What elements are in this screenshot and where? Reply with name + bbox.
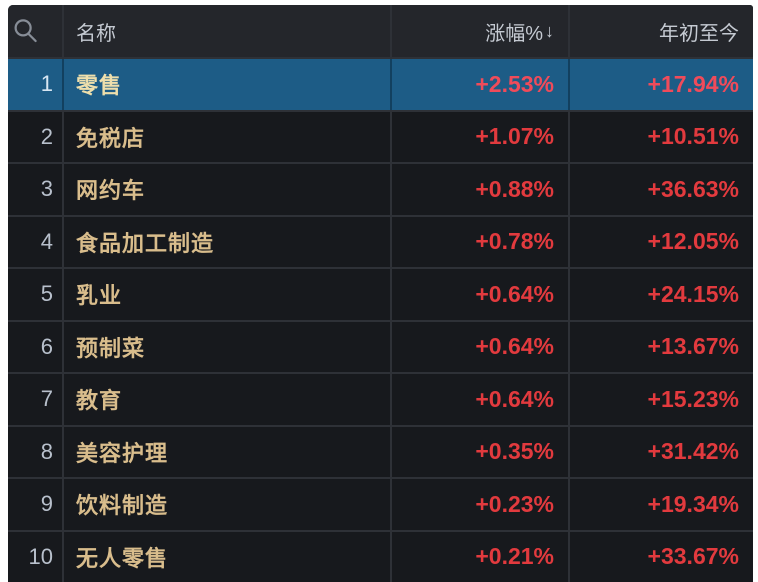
row-ytd-percent: +17.94%: [568, 59, 753, 110]
column-header-name-label: 名称: [76, 22, 116, 45]
table-row[interactable]: 8 美容护理 +0.35% +31.42%: [8, 424, 753, 477]
row-change-percent: +0.23%: [390, 479, 568, 530]
table-header: 名称 涨幅% ↓ 年初至今: [8, 5, 753, 57]
row-sector-name: 无人零售: [62, 531, 390, 582]
row-rank: 5: [40, 281, 53, 307]
row-ytd-percent: +10.51%: [568, 111, 753, 162]
table-row[interactable]: 5 乳业 +0.64% +24.15%: [8, 267, 753, 320]
row-sector-name: 美容护理: [62, 426, 390, 477]
table-row[interactable]: 9 饮料制造 +0.23% +19.34%: [8, 477, 753, 530]
row-ytd-percent: +19.34%: [568, 479, 753, 530]
column-header-ytd-label: 年初至今: [659, 22, 739, 45]
row-change-percent: +0.64%: [390, 321, 568, 372]
row-rank: 2: [40, 123, 53, 149]
row-change-percent: +0.64%: [390, 374, 568, 425]
row-ytd-percent: +12.05%: [568, 216, 753, 267]
row-change-percent: +1.07%: [390, 111, 568, 162]
row-rank: 4: [40, 228, 53, 254]
row-change-percent: +0.88%: [390, 164, 568, 215]
row-ytd-percent: +31.42%: [568, 426, 753, 477]
row-change-percent: +0.78%: [390, 216, 568, 267]
row-ytd-percent: +15.23%: [568, 374, 753, 425]
row-ytd-percent: +36.63%: [568, 164, 753, 215]
row-rank: 8: [40, 438, 53, 464]
column-header-ytd[interactable]: 年初至今: [568, 5, 753, 57]
row-rank: 9: [40, 491, 53, 517]
row-ytd-percent: +13.67%: [568, 321, 753, 372]
row-change-percent: +2.53%: [390, 59, 568, 110]
column-header-change[interactable]: 涨幅% ↓: [390, 5, 568, 57]
row-rank: 6: [40, 333, 53, 359]
sort-descending-icon: ↓: [545, 20, 554, 41]
table-row[interactable]: 10 无人零售 +0.21% +33.67%: [8, 529, 753, 582]
row-sector-name: 教育: [62, 374, 390, 425]
row-change-percent: +0.21%: [390, 531, 568, 582]
table-row[interactable]: 7 教育 +0.64% +15.23%: [8, 372, 753, 425]
row-sector-name: 预制菜: [62, 321, 390, 372]
table-row[interactable]: 2 免税店 +1.07% +10.51%: [8, 109, 753, 162]
search-cell[interactable]: [8, 5, 62, 57]
row-ytd-percent: +33.67%: [568, 531, 753, 582]
row-rank: 1: [40, 71, 53, 97]
table-row[interactable]: 3 网约车 +0.88% +36.63%: [8, 162, 753, 215]
row-change-percent: +0.64%: [390, 269, 568, 320]
row-change-percent: +0.35%: [390, 426, 568, 477]
row-rank: 7: [40, 386, 53, 412]
sector-rank-table: 名称 涨幅% ↓ 年初至今 1 零售 +2.53% +17.94% 2 免税店 …: [8, 5, 753, 582]
column-header-name[interactable]: 名称: [62, 5, 390, 57]
row-rank: 10: [28, 543, 53, 569]
row-rank: 3: [40, 176, 53, 202]
row-sector-name: 乳业: [62, 269, 390, 320]
row-sector-name: 零售: [62, 59, 390, 110]
search-icon[interactable]: [10, 16, 40, 46]
column-header-change-label: 涨幅%: [485, 22, 543, 45]
row-sector-name: 食品加工制造: [62, 216, 390, 267]
row-ytd-percent: +24.15%: [568, 269, 753, 320]
table-row[interactable]: 4 食品加工制造 +0.78% +12.05%: [8, 214, 753, 267]
table-body: 1 零售 +2.53% +17.94% 2 免税店 +1.07% +10.51%…: [8, 57, 753, 582]
table-row[interactable]: 1 零售 +2.53% +17.94%: [8, 57, 753, 110]
row-sector-name: 免税店: [62, 111, 390, 162]
row-sector-name: 饮料制造: [62, 479, 390, 530]
row-sector-name: 网约车: [62, 164, 390, 215]
table-row[interactable]: 6 预制菜 +0.64% +13.67%: [8, 319, 753, 372]
